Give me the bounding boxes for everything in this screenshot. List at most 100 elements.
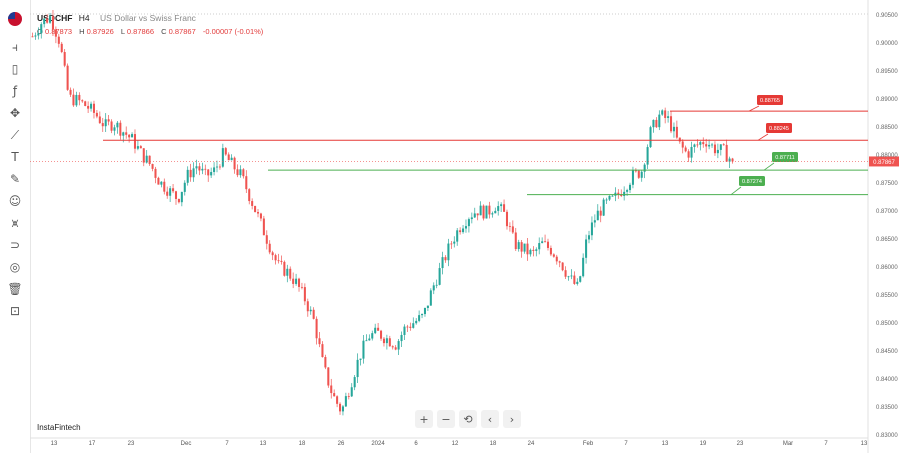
- candle-body: [403, 326, 406, 335]
- candle-body: [716, 149, 719, 154]
- candle-body: [333, 393, 336, 397]
- candle-body: [180, 191, 183, 203]
- candle-body: [245, 176, 248, 190]
- candle-body: [195, 166, 198, 169]
- candles: [31, 10, 734, 416]
- crosshair-icon[interactable]: ✥: [9, 106, 21, 120]
- candle-body: [66, 65, 69, 90]
- trendline-icon[interactable]: ⟋: [10, 127, 20, 142]
- level-tag-label: 0.87274: [742, 179, 762, 185]
- y-tick-label: 0.90500: [876, 13, 898, 19]
- lock-icon[interactable]: ⊡: [9, 304, 21, 318]
- candle-body: [248, 189, 251, 202]
- candle-body: [295, 278, 298, 284]
- candle-body: [511, 226, 514, 233]
- candle-body: [596, 210, 599, 221]
- y-tick-label: 0.83000: [876, 433, 898, 439]
- candles-icon[interactable]: ▯: [11, 62, 19, 76]
- candle-body: [242, 169, 245, 177]
- candle-body: [51, 16, 54, 30]
- candle-body: [224, 148, 227, 155]
- candle-body: [122, 132, 125, 136]
- hide-drawings-icon[interactable]: ◎: [9, 260, 21, 274]
- x-tick-label: 7: [225, 441, 229, 447]
- candle-body: [131, 134, 134, 138]
- candle-body: [426, 305, 429, 308]
- candle-body: [362, 340, 365, 359]
- level-tag: [757, 95, 783, 105]
- price-axis: 0.90500 0.90000 0.89500 0.89000 0.88500 0.880…: [876, 13, 898, 439]
- candle-body: [541, 241, 544, 244]
- candle-body: [183, 182, 186, 192]
- scroll-left-button[interactable]: ‹: [481, 410, 499, 428]
- candle-body: [587, 235, 591, 240]
- chart-header: USDCHF H4 US Dollar vs Swiss Franc: [37, 13, 196, 23]
- candle-body: [675, 126, 678, 138]
- x-tick-label: 18: [299, 441, 306, 447]
- level-tag-leader: [748, 105, 760, 112]
- candle-body: [330, 385, 333, 394]
- candle-body: [297, 278, 301, 287]
- text-icon[interactable]: T: [11, 150, 19, 164]
- reset-button[interactable]: ⟲: [459, 410, 477, 428]
- symbol-label: USDCHF: [37, 13, 73, 23]
- brand-label: InstaFintech: [37, 423, 81, 432]
- candle-body: [110, 121, 113, 131]
- interval-icon[interactable]: ⫞: [11, 39, 18, 54]
- pattern-icon[interactable]: ⩙: [11, 215, 19, 230]
- level-tag: [739, 176, 765, 186]
- candle-body: [274, 255, 277, 261]
- candle-body: [321, 344, 324, 358]
- scroll-right-button[interactable]: ›: [503, 410, 521, 428]
- magnet-icon[interactable]: ⊃: [9, 238, 21, 252]
- indicators-icon[interactable]: ƒ: [12, 84, 18, 98]
- time-axis: 13 17 23 Dec 7 13 18 26 2024 6 12 18 24 Feb 7 13 19 23 Mar…: [51, 441, 868, 447]
- candle-body: [136, 146, 139, 149]
- candle-body: [631, 170, 634, 185]
- candle-body: [37, 33, 40, 36]
- candle-body: [391, 346, 394, 348]
- candle-body: [567, 276, 570, 278]
- trash-icon[interactable]: 🗑: [7, 282, 23, 296]
- candle-body: [432, 285, 435, 291]
- candle-body: [508, 226, 511, 227]
- candle-body: [576, 281, 579, 284]
- candle-body: [397, 341, 400, 350]
- candle-body: [491, 213, 494, 215]
- candle-body: [725, 144, 728, 162]
- candle-body: [142, 148, 145, 163]
- candle-body: [488, 205, 491, 215]
- level-tag-leader: [730, 186, 742, 195]
- x-tick-label: 13: [51, 441, 58, 447]
- y-tick-label: 0.85500: [876, 293, 898, 299]
- x-tick-label: Dec: [181, 441, 192, 447]
- candle-body: [514, 232, 517, 250]
- candle-body: [49, 16, 52, 23]
- candle-body: [529, 249, 532, 255]
- candle-body: [438, 268, 441, 285]
- candle-body: [429, 290, 432, 306]
- candle-body: [139, 146, 142, 149]
- levels: 0.88765 0.88245 0.87711 0.87274 0.87867: [30, 95, 899, 196]
- candle-body: [526, 243, 529, 255]
- candle-body: [306, 301, 309, 312]
- candle-body: [570, 275, 573, 277]
- candle-body: [555, 256, 558, 262]
- zoom-out-button[interactable]: −: [437, 410, 455, 428]
- high-value: 0.87926: [86, 27, 114, 36]
- candle-body: [388, 338, 391, 347]
- zoom-in-button[interactable]: +: [415, 410, 433, 428]
- candle-body: [344, 396, 347, 407]
- emoji-icon[interactable]: ☺: [8, 194, 22, 208]
- x-tick-label: 26: [338, 441, 345, 447]
- candle-body: [265, 235, 268, 244]
- y-tick-label: 0.84500: [876, 349, 898, 355]
- candle-body: [380, 330, 383, 339]
- candle-body: [368, 338, 371, 341]
- candle-body: [719, 144, 722, 150]
- candle-body: [309, 309, 312, 312]
- candle-body: [546, 241, 550, 248]
- candle-body: [464, 226, 468, 229]
- brush-icon[interactable]: ✎: [9, 172, 21, 186]
